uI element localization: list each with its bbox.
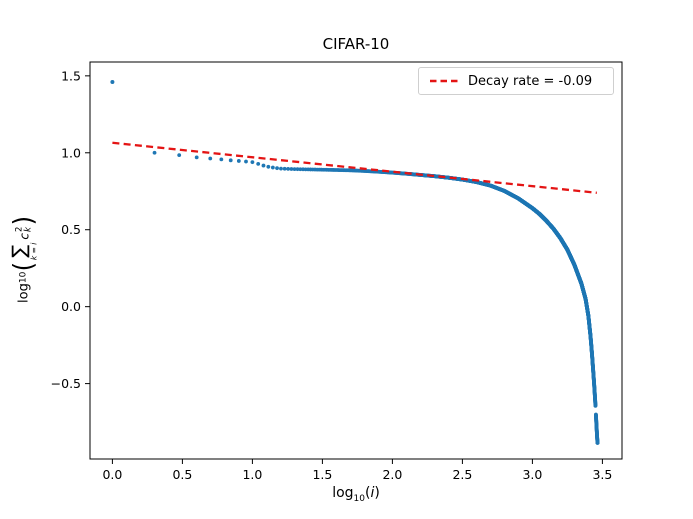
x-tick-label: 2.5 [452,467,472,482]
x-tick-label: 3.5 [592,467,612,482]
legend: Decay rate = -0.09 [418,67,614,95]
y-label-func-sub: 10 [18,271,29,284]
x-tick-label: 1.5 [312,467,332,482]
y-tick-label: −0.5 [51,376,81,391]
x-label-func: log [332,485,354,501]
x-tick-label: 0.5 [172,467,192,482]
x-tick-label: 0.0 [102,467,122,482]
y-tick-label: 0.5 [61,222,81,237]
y-label-open-paren: ( [8,261,40,272]
x-label-open-paren: ( [364,485,371,501]
x-label-close-paren: ) [374,485,380,501]
y-tick-label: 0.0 [61,299,81,314]
chart-title: CIFAR-10 [322,35,390,53]
y-label-func: log [16,283,32,303]
y-label-close-paren: ) [8,215,40,226]
y-axis-label: log 10 ( ∑ k = i c 2 k ) [8,215,40,303]
x-tick-label: 1.0 [242,467,262,482]
x-tick-label: 3.0 [522,467,542,482]
x-axis-label: log10(i) [90,485,622,504]
x-label-var: i [370,485,375,501]
legend-label: Decay rate = -0.09 [468,73,593,89]
y-tick-label: 1.0 [61,145,81,160]
x-label-sub: 10 [353,493,365,504]
y-tick-label: 1.5 [61,68,81,83]
axes-frame [89,61,623,460]
sigma-symbol: ∑ k = i [8,242,39,261]
scatter-series [110,80,600,445]
x-tick-label: 2.0 [382,467,402,482]
coefficient-term: c 2 k [14,226,33,240]
legend-dash-icon [430,79,459,83]
decay-fit-line [112,141,597,194]
